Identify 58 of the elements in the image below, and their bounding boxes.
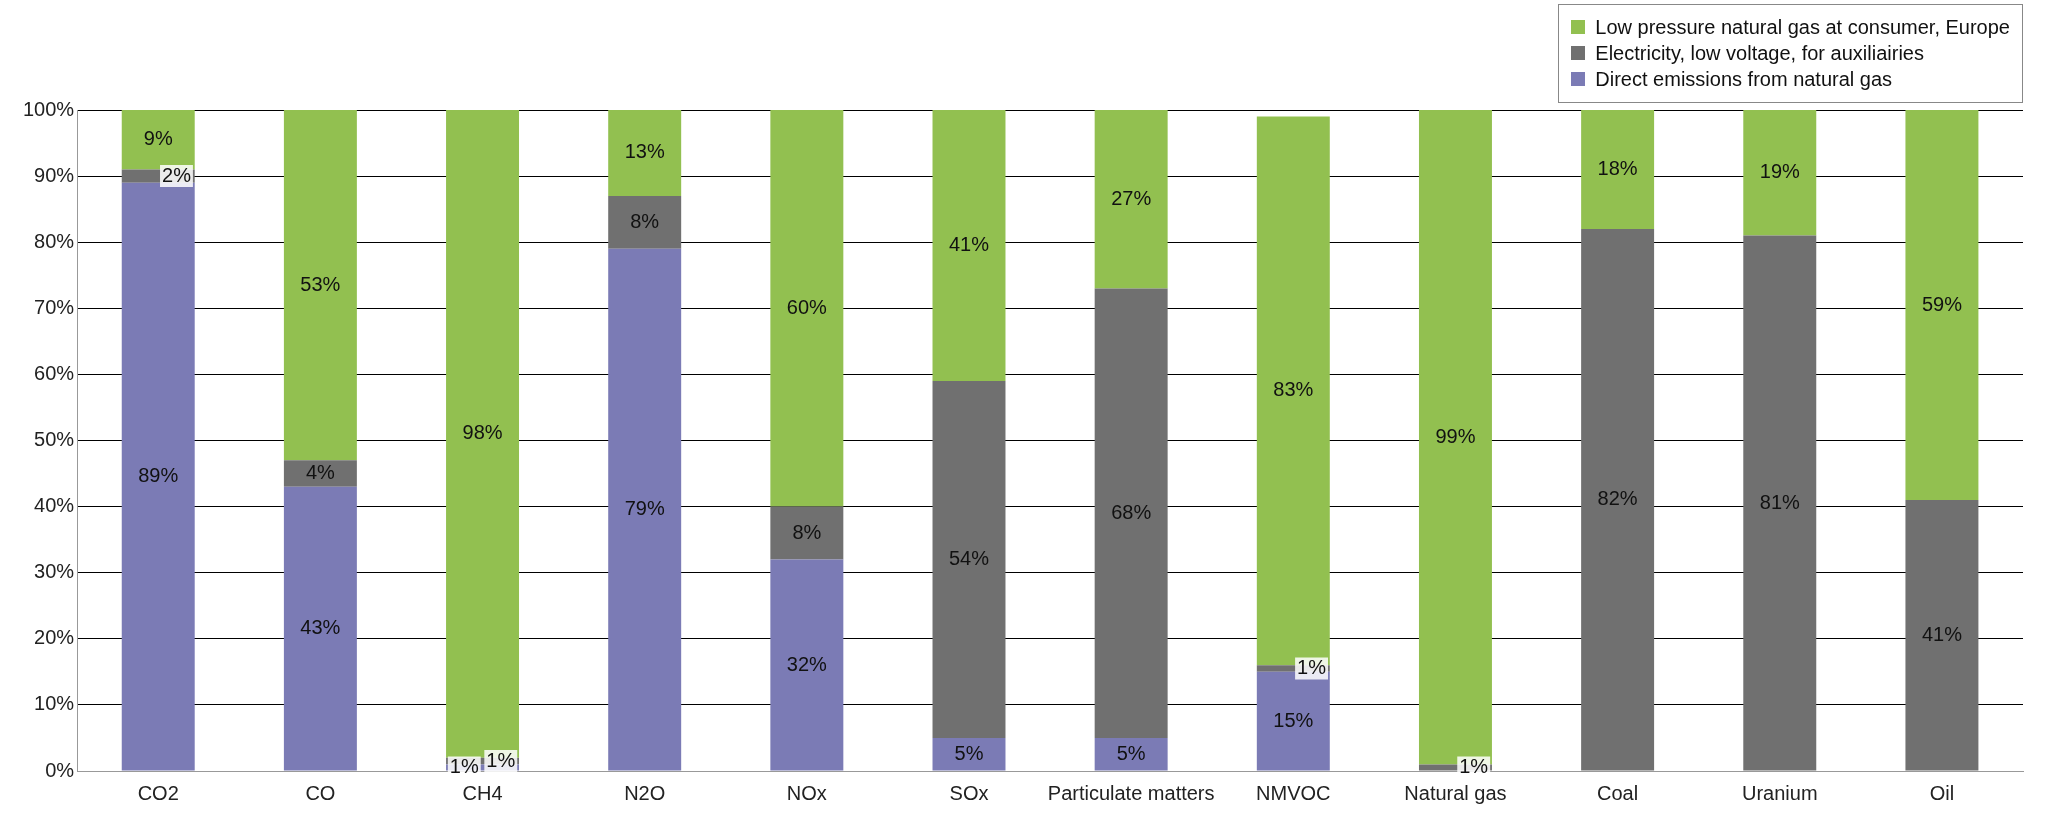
data-label: 19%: [1759, 160, 1800, 183]
y-tick-label: 70%: [34, 295, 75, 318]
data-label: 41%: [1921, 622, 1963, 645]
data-label: 1%: [1459, 754, 1489, 777]
legend-label: Low pressure natural gas at consumer, Europe: [1595, 16, 2010, 39]
x-tick-label: NOx: [786, 781, 827, 804]
data-label: 43%: [300, 616, 341, 639]
y-tick-label: 90%: [34, 163, 75, 186]
data-label: 15%: [1273, 708, 1314, 731]
data-label: 98%: [462, 421, 503, 444]
data-label: 4%: [305, 461, 336, 484]
data-label: 27%: [1111, 186, 1152, 209]
y-tick-label: 60%: [34, 361, 75, 384]
x-tick-label: Natural gas: [1404, 781, 1507, 804]
x-tick-label: CO2: [137, 781, 179, 804]
data-label: 89%: [138, 464, 179, 487]
x-tick-label: Uranium: [1741, 781, 1818, 804]
x-tick-label: Oil: [1929, 781, 1955, 804]
data-label: 41%: [948, 233, 990, 256]
data-label: 32%: [786, 652, 828, 675]
x-tick-label: N2O: [624, 781, 666, 804]
data-label: 81%: [1759, 490, 1800, 513]
data-label: 99%: [1435, 424, 1476, 447]
y-tick-label: 50%: [34, 428, 75, 451]
data-label: 59%: [1921, 292, 1963, 315]
y-tick-label: 20%: [34, 626, 75, 649]
y-tick-label: 40%: [34, 494, 75, 517]
data-label: 2%: [162, 163, 192, 186]
x-tick-label: SOx: [949, 781, 989, 804]
data-label: 53%: [300, 272, 341, 295]
data-label: 1%: [449, 754, 479, 777]
data-label: 82%: [1597, 487, 1638, 510]
y-tick-label: 30%: [34, 560, 75, 583]
y-tick-label: 100%: [23, 97, 75, 120]
x-tick-label: CH4: [462, 781, 503, 804]
x-tick-label: Particulate matters: [1047, 781, 1215, 804]
x-tick-label: NMVOC: [1256, 781, 1331, 804]
legend-label: Electricity, low voltage, for auxiliairies: [1595, 42, 1924, 65]
data-label: 68%: [1111, 500, 1152, 523]
x-tick-label: Coal: [1597, 781, 1639, 804]
data-label: 54%: [948, 547, 990, 569]
data-label: 8%: [630, 209, 660, 232]
y-tick-label: 80%: [34, 229, 75, 252]
data-label: 5%: [954, 741, 984, 764]
data-label: 13%: [624, 140, 665, 163]
data-label: 60%: [786, 295, 828, 318]
y-tick-label: 0%: [45, 758, 75, 781]
y-tick-label: 10%: [34, 692, 75, 715]
data-label: 18%: [1597, 157, 1638, 180]
data-label: 9%: [143, 127, 173, 150]
data-label: 79%: [624, 497, 665, 520]
data-label: 5%: [1116, 741, 1146, 764]
data-label: 83%: [1273, 378, 1314, 401]
legend-label: Direct emissions from natural gas: [1595, 68, 1893, 91]
data-label: 1%: [486, 748, 516, 771]
data-label: 8%: [792, 520, 822, 543]
data-label: 1%: [1297, 656, 1327, 679]
x-tick-label: CO: [305, 781, 336, 804]
